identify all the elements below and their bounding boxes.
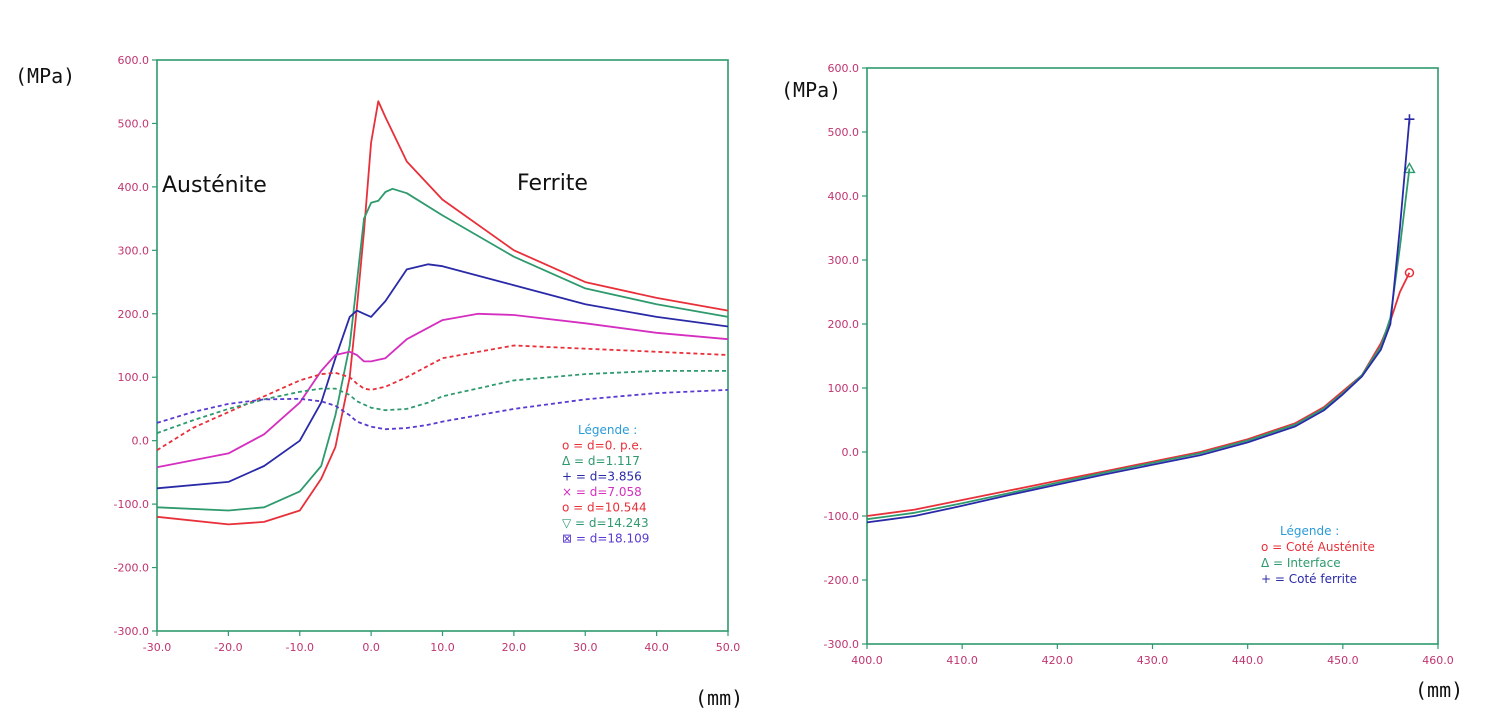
x-tick-label: 460.0 bbox=[1422, 654, 1454, 667]
x-axis-label: (mm) bbox=[1415, 678, 1463, 702]
y-tick-label: -100.0 bbox=[824, 510, 859, 523]
series-line bbox=[156, 187, 729, 512]
legend-entry: + = d=3.856 bbox=[562, 470, 642, 484]
x-tick-label: 50.0 bbox=[716, 641, 741, 654]
y-tick-label: 200.0 bbox=[118, 308, 150, 321]
y-tick-label: -300.0 bbox=[114, 625, 149, 638]
y-tick-label: -200.0 bbox=[114, 562, 149, 575]
legend-entry: o = Coté Austénite bbox=[1261, 540, 1375, 554]
x-tick-label: 40.0 bbox=[644, 641, 669, 654]
y-tick-label: -200.0 bbox=[824, 574, 859, 587]
series-line bbox=[156, 344, 729, 451]
x-tick-label: 410.0 bbox=[946, 654, 978, 667]
x-tick-label: -30.0 bbox=[143, 641, 171, 654]
x-tick-label: 420.0 bbox=[1042, 654, 1074, 667]
y-tick-label: 600.0 bbox=[118, 54, 150, 67]
legend-entry: ▽ = d=14.243 bbox=[562, 516, 649, 530]
series-line bbox=[866, 272, 1411, 517]
chart-left-stress-profiles: 600.0 500.0 400.0 300.0 200.0 100.0 0.0 -100.0 -… bbox=[15, 54, 743, 710]
x-tick-label: -20.0 bbox=[214, 641, 242, 654]
y-tick-label: 0.0 bbox=[132, 435, 150, 448]
x-tick-label: -10.0 bbox=[286, 641, 314, 654]
series-line bbox=[156, 263, 729, 490]
x-tick-label: 400.0 bbox=[851, 654, 883, 667]
y-tick-label: 100.0 bbox=[118, 371, 150, 384]
legend-entry: × = d=7.058 bbox=[562, 485, 642, 499]
y-tick-label: 600.0 bbox=[828, 62, 860, 75]
y-tick-label: 200.0 bbox=[828, 318, 860, 331]
y-tick-label: 300.0 bbox=[828, 254, 860, 267]
legend-entry: + = Coté ferrite bbox=[1261, 572, 1357, 586]
y-tick-label: 400.0 bbox=[828, 190, 860, 203]
series-line bbox=[866, 119, 1411, 524]
series-line bbox=[156, 369, 728, 434]
y-axis-label: (MPa) bbox=[15, 64, 75, 88]
y-axis-label: (MPa) bbox=[781, 78, 841, 102]
x-tick-label: 20.0 bbox=[502, 641, 527, 654]
x-tick-label: 10.0 bbox=[430, 641, 455, 654]
x-tick-label: 430.0 bbox=[1137, 654, 1169, 667]
legend-entry: ⊠ = d=18.109 bbox=[562, 532, 649, 546]
legend-entry: Δ = d=1.117 bbox=[562, 454, 640, 468]
series-line bbox=[866, 168, 1411, 521]
plot-frame bbox=[866, 67, 1439, 645]
y-tick-label: 300.0 bbox=[118, 244, 150, 257]
x-tick-label: 450.0 bbox=[1327, 654, 1359, 667]
series-line bbox=[156, 389, 729, 431]
legend-title: Légende : bbox=[1280, 524, 1339, 538]
x-tick-label: 0.0 bbox=[362, 641, 380, 654]
legend-entry: Δ = Interface bbox=[1261, 556, 1341, 570]
y-tick-label: 0.0 bbox=[842, 446, 860, 459]
y-tick-label: 400.0 bbox=[118, 181, 150, 194]
region-annotation: Austénite bbox=[162, 173, 267, 198]
series-line bbox=[156, 312, 729, 469]
legend-title: Légende : bbox=[578, 423, 637, 437]
series-end-marker bbox=[1403, 162, 1416, 174]
y-tick-label: 100.0 bbox=[828, 382, 860, 395]
chart-right-interface-stress: 600.0 500.0 400.0 300.0 200.0 100.0 0.0 -100.0 -… bbox=[781, 62, 1463, 702]
x-tick-label: 440.0 bbox=[1232, 654, 1264, 667]
series-end-marker bbox=[1404, 114, 1415, 125]
series-line bbox=[156, 100, 729, 526]
series-end-marker bbox=[1404, 268, 1415, 278]
region-annotation: Ferrite bbox=[517, 171, 588, 196]
x-axis-label: (mm) bbox=[695, 686, 743, 710]
y-tick-label: 500.0 bbox=[118, 117, 150, 130]
x-tick-label: 30.0 bbox=[573, 641, 598, 654]
y-tick-label: -300.0 bbox=[824, 638, 859, 651]
y-tick-label: -100.0 bbox=[114, 498, 149, 511]
legend-entry: o = d=10.544 bbox=[562, 501, 647, 515]
y-tick-label: 500.0 bbox=[828, 126, 860, 139]
legend-entry: o = d=0. p.e. bbox=[562, 439, 643, 453]
